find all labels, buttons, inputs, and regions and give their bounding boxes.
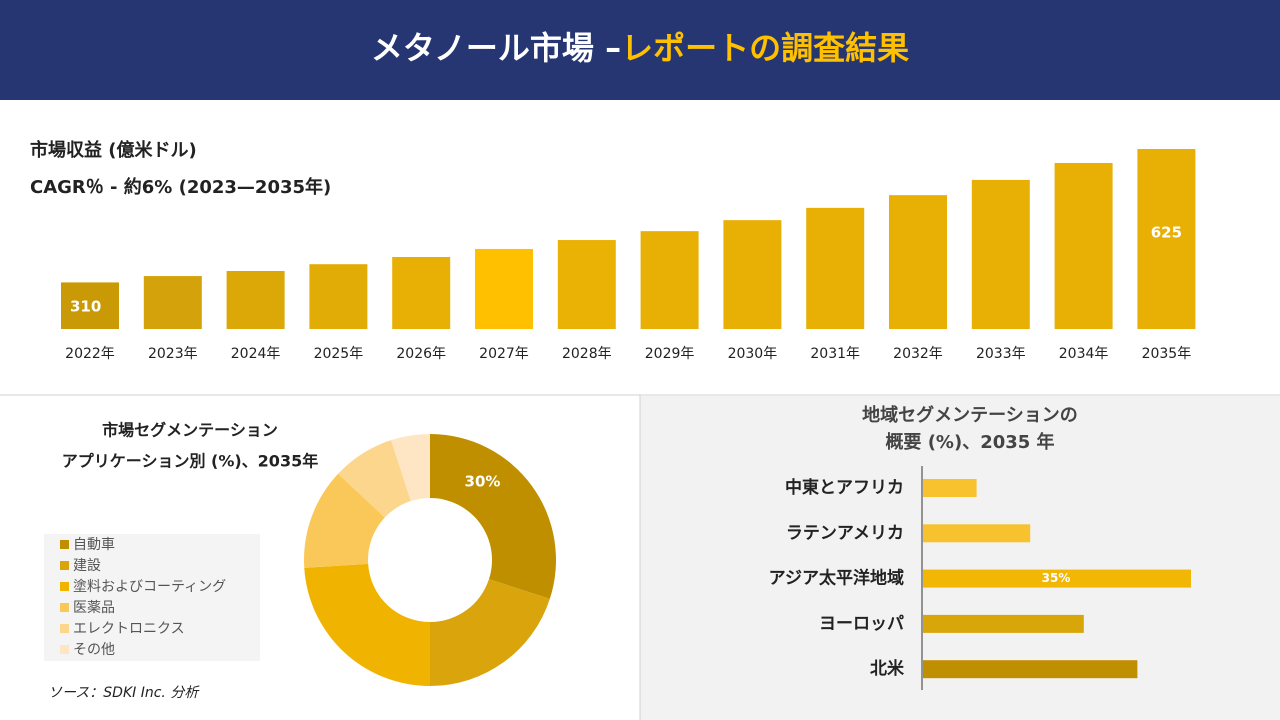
bar (392, 257, 451, 329)
donut-slice (391, 434, 430, 502)
chart-title: 概要 (%)、2035 年 (885, 431, 1054, 453)
x-tick-label: 2027年 (479, 346, 529, 362)
bar (309, 264, 368, 329)
title-main: メタノール市場 – (371, 29, 621, 67)
legend-swatch (60, 540, 69, 549)
chart-title: 地域セグメンテーションの (862, 404, 1078, 426)
legend-label: 塗料およびコーティング (73, 578, 226, 595)
bar (923, 569, 1191, 588)
legend-swatch (60, 603, 69, 612)
chart-title: アプリケーション別 (%)、2035年 (62, 452, 318, 471)
x-tick-label: 2034年 (1059, 346, 1109, 362)
x-tick-label: 2029年 (645, 346, 695, 362)
legend-label: 医薬品 (73, 600, 115, 616)
x-tick-label: 2028年 (562, 346, 612, 362)
x-tick-label: 2032年 (893, 346, 943, 362)
x-tick-label: 2035年 (1142, 346, 1192, 362)
bar (889, 195, 947, 329)
bar (226, 270, 285, 329)
bar (1054, 162, 1113, 329)
x-tick-label: 2025年 (314, 346, 364, 362)
legend-swatch (60, 561, 69, 570)
bar (923, 614, 1084, 633)
data-label: 35% (1042, 571, 1071, 585)
chart-title: 市場セグメンテーション (102, 421, 278, 440)
bar (640, 231, 699, 329)
bar (723, 220, 782, 329)
legend-swatch (60, 582, 69, 591)
x-tick-label: 2031年 (810, 346, 860, 362)
legend-label: 自動車 (73, 536, 115, 553)
x-tick-label: 2033年 (976, 346, 1026, 362)
bar (61, 282, 119, 329)
data-label: 625 (1151, 224, 1182, 242)
donut-slice (338, 440, 411, 518)
bar (475, 248, 533, 329)
bar (143, 276, 202, 329)
source-note: ソース：SDKI Inc. 分析 (48, 685, 200, 701)
bar (806, 207, 865, 329)
category-label: アジア太平洋地域 (769, 568, 904, 589)
bar (1137, 149, 1196, 329)
legend-swatch (60, 645, 69, 654)
legend-label: その他 (73, 642, 115, 658)
bar (923, 524, 1031, 543)
x-tick-label: 2023年 (148, 346, 198, 362)
x-tick-label: 2022年 (65, 346, 115, 362)
legend-label: 建設 (73, 558, 101, 574)
chart-subtitle: CAGR％ - 約6% (2023—2035年) (30, 176, 331, 198)
category-label: 北米 (870, 658, 905, 679)
category-label: 中東とアフリカ (785, 477, 904, 498)
bar (971, 179, 1030, 329)
bar (923, 479, 977, 497)
category-label: ヨーロッパ (819, 614, 904, 634)
header-title: メタノール市場 –レポートの調査結果 (371, 29, 909, 67)
title-accent: レポートの調査結果 (621, 29, 909, 67)
data-label: 310 (70, 298, 101, 316)
donut-slice (304, 563, 430, 686)
donut-slice (430, 579, 550, 686)
legend-box (44, 534, 260, 661)
legend-swatch (60, 624, 69, 633)
x-tick-label: 2030年 (728, 346, 778, 362)
bar (923, 660, 1138, 679)
legend-label: エレクトロニクス (73, 621, 185, 637)
bar (557, 240, 616, 329)
data-label: 30% (465, 473, 501, 491)
category-label: ラテンアメリカ (786, 523, 904, 543)
chart-title: 市場収益 (億米ドル) (30, 139, 197, 161)
header-bar (0, 0, 1280, 100)
x-tick-label: 2026年 (396, 346, 446, 362)
x-tick-label: 2024年 (231, 346, 281, 362)
donut-slice (304, 473, 385, 568)
donut-slice (430, 434, 556, 599)
